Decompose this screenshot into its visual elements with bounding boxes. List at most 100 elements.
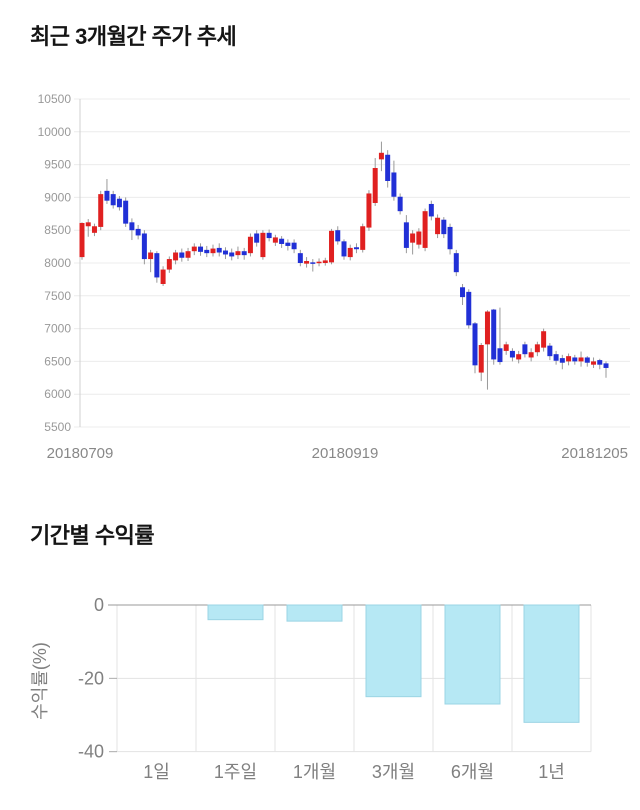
candle-down (135, 224, 141, 240)
price-y-tick-label: 8500 (44, 223, 71, 237)
candle-body (597, 360, 603, 365)
candle-up (316, 258, 322, 267)
returns-y-tick-label: -40 (78, 742, 104, 762)
candle-body (466, 291, 472, 326)
candle-body (410, 233, 416, 243)
candle-up (422, 208, 428, 252)
candle-body (329, 230, 335, 263)
returns-y-tick-label: 0 (94, 595, 104, 615)
candle-body (578, 357, 584, 362)
candle-down (572, 354, 578, 365)
candle-up (503, 341, 509, 355)
candle-body (235, 251, 241, 256)
candle-down (241, 247, 247, 260)
candle-up (478, 343, 484, 382)
candle-up (210, 244, 216, 257)
candle-up (578, 351, 584, 367)
returns-y-axis-label: 수익률(%) (30, 642, 50, 720)
candle-down (291, 239, 297, 254)
candle-body (335, 230, 341, 242)
candle-body (497, 348, 503, 363)
candle-body (541, 331, 547, 348)
candle-down (335, 226, 341, 245)
candle-up (79, 222, 85, 260)
candle-up (185, 247, 191, 262)
candle-down (229, 248, 235, 261)
candle-up (235, 246, 241, 260)
candle-up (534, 341, 540, 357)
returns-x-tick-label: 3개월 (372, 762, 415, 782)
candle-body (173, 252, 179, 261)
candle-up (378, 141, 384, 172)
candle-body (160, 269, 166, 284)
candle-down (491, 308, 497, 365)
candle-up (260, 230, 266, 260)
candle-body (216, 247, 222, 253)
candle-body (304, 261, 310, 264)
candle-up (329, 228, 335, 265)
candle-body (185, 251, 191, 258)
candle-body (509, 350, 515, 358)
candle-up (272, 234, 278, 246)
candle-down (597, 358, 603, 370)
price-y-tick-label: 6500 (44, 354, 71, 368)
price-x-tick-label: 20181205 (561, 445, 628, 462)
candle-body (397, 196, 403, 212)
candle-down (285, 239, 291, 251)
candle-down (584, 356, 590, 367)
candles-group (79, 141, 609, 390)
candle-body (285, 242, 291, 246)
candle-body (135, 228, 141, 236)
candle-body (584, 357, 590, 363)
candle-up (173, 249, 179, 265)
return-bar (365, 604, 422, 698)
candle-body (503, 344, 509, 351)
candle-down (104, 179, 110, 204)
candle-body (447, 226, 453, 250)
candle-body (547, 345, 553, 357)
price-y-tick-label: 7000 (44, 322, 71, 336)
candle-up (322, 257, 328, 266)
price-x-tick-label: 20180919 (312, 445, 379, 462)
candle-body (222, 250, 228, 255)
candle-body (360, 226, 366, 250)
candle-down (547, 343, 553, 361)
candle-body (123, 200, 129, 224)
candle-body (366, 193, 372, 228)
candle-down (216, 243, 222, 257)
candle-body (110, 194, 116, 206)
candle-body (260, 232, 266, 258)
candle-down (198, 243, 204, 256)
price-y-tick-label: 6000 (44, 387, 71, 401)
candle-up (484, 310, 490, 390)
candle-body (179, 252, 185, 258)
candle-body (528, 352, 534, 358)
candle-body (91, 226, 97, 233)
candle-body (416, 231, 422, 245)
price-y-tick-label: 9000 (44, 190, 71, 204)
candle-up (372, 158, 378, 206)
candle-body (353, 247, 359, 250)
candle-body (272, 237, 278, 243)
candle-body (204, 249, 210, 254)
candle-body (403, 222, 409, 248)
candle-down (553, 350, 559, 365)
price-y-tick-label: 7500 (44, 289, 71, 303)
price-trend-title: 최근 3개월간 주가 추세 (30, 24, 237, 49)
candle-down (453, 249, 459, 277)
candle-body (266, 232, 272, 239)
candle-down (466, 289, 472, 329)
candle-body (453, 253, 459, 273)
candle-body (198, 246, 204, 252)
candle-down (204, 245, 210, 258)
candle-down (497, 307, 503, 365)
candle-body (341, 241, 347, 257)
candle-body (391, 172, 397, 197)
candle-down (447, 223, 453, 255)
returns-by-period-title: 기간별 수익률 (30, 523, 155, 548)
return-bar (523, 604, 580, 723)
return-bar (207, 604, 264, 621)
candle-down (428, 200, 434, 221)
candle-up (247, 233, 253, 257)
candle-down (310, 259, 316, 272)
